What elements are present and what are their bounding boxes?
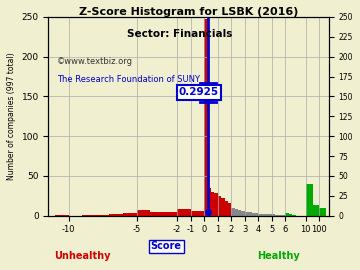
Bar (82, 215, 96, 216)
Title: Z-Score Histogram for LSBK (2016): Z-Score Histogram for LSBK (2016) (79, 7, 298, 17)
Bar (282, 215, 285, 216)
Bar (215, 193, 218, 216)
Bar (269, 214, 272, 216)
Bar (208, 188, 211, 216)
Text: 0.2925: 0.2925 (179, 87, 219, 97)
Bar (177, 209, 191, 216)
Text: Unhealthy: Unhealthy (54, 251, 111, 261)
Bar (255, 213, 258, 216)
Bar (211, 192, 215, 216)
Bar (109, 214, 123, 216)
Bar (262, 214, 265, 216)
Bar (136, 210, 150, 216)
Bar (245, 212, 248, 216)
Bar (285, 213, 289, 216)
Bar (252, 213, 255, 216)
Bar (204, 19, 208, 216)
Bar (312, 204, 319, 216)
Bar (163, 212, 177, 216)
Bar (235, 209, 238, 216)
Y-axis label: Number of companies (997 total): Number of companies (997 total) (7, 52, 16, 180)
Bar (231, 208, 235, 216)
Bar (265, 214, 269, 216)
Bar (275, 215, 279, 216)
Bar (289, 214, 292, 216)
Bar (221, 198, 225, 216)
Bar (150, 212, 163, 216)
Bar (272, 214, 275, 216)
Bar (319, 208, 326, 216)
Bar (191, 211, 204, 216)
Bar (225, 201, 228, 216)
Bar (242, 211, 245, 216)
Text: The Research Foundation of SUNY: The Research Foundation of SUNY (57, 75, 200, 83)
Bar (258, 214, 262, 216)
Bar (248, 212, 252, 216)
Bar (228, 203, 231, 216)
Text: Healthy: Healthy (257, 251, 300, 261)
Text: Score: Score (151, 241, 182, 251)
Bar (306, 184, 312, 216)
Bar (279, 215, 282, 216)
Bar (292, 215, 296, 216)
Bar (96, 215, 109, 216)
Bar (218, 196, 221, 216)
Bar (238, 210, 242, 216)
Text: Sector: Financials: Sector: Financials (127, 29, 233, 39)
Text: ©www.textbiz.org: ©www.textbiz.org (57, 57, 133, 66)
Bar (55, 215, 69, 216)
Bar (123, 213, 136, 216)
